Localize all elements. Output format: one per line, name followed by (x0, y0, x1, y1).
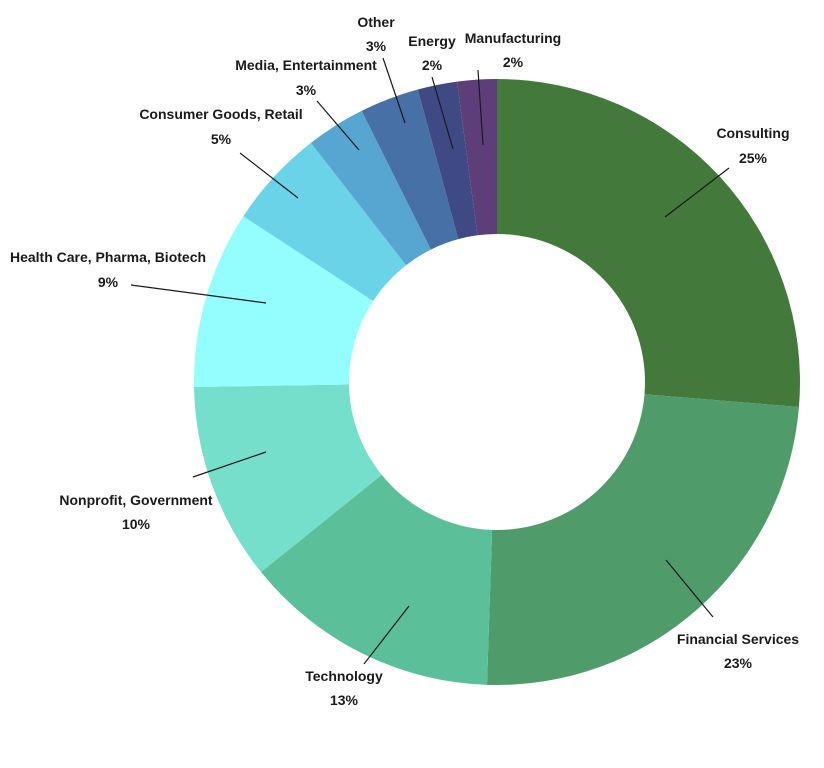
slice-labels: Consulting 25% Financial Services 23% Techno… (10, 14, 799, 708)
slice-label-energy: Energy (408, 33, 456, 49)
slice-energy (417, 81, 478, 240)
slice-label-financial-services: Financial Services (677, 631, 799, 647)
slice-label-technology: Technology (305, 668, 383, 684)
slice-other (361, 89, 459, 250)
slice-label-other: Other (357, 14, 395, 30)
leader-line-technology (363, 605, 410, 665)
slice-label-media-entertainment: Media, Entertainment (235, 57, 377, 73)
slice-consumer-goods-retail (243, 142, 407, 302)
leader-line-health-care-pharma-biotech (130, 284, 267, 304)
slice-financial-services (486, 394, 799, 685)
slice-value-consulting: 25% (739, 150, 768, 166)
leader-line-consulting (664, 167, 730, 218)
slice-label-consumer-goods-retail: Consumer Goods, Retail (139, 106, 302, 122)
slice-manufacturing (457, 79, 497, 236)
slice-label-nonprofit-government: Nonprofit, Government (59, 492, 213, 508)
slice-label-health-care-pharma-biotech: Health Care, Pharma, Biotech (10, 249, 206, 265)
slice-value-nonprofit-government: 10% (122, 516, 151, 532)
slice-value-financial-services: 23% (724, 655, 753, 671)
slice-value-technology: 13% (330, 692, 359, 708)
leader-line-media-entertainment (316, 100, 360, 151)
slice-media-entertainment (310, 110, 431, 266)
slice-value-manufacturing: 2% (503, 54, 524, 70)
leader-line-financial-services (665, 559, 714, 618)
slice-value-media-entertainment: 3% (296, 82, 317, 98)
leader-lines (130, 57, 730, 665)
slice-label-manufacturing: Manufacturing (465, 30, 561, 46)
slice-label-consulting: Consulting (716, 125, 789, 141)
leader-line-energy (431, 76, 454, 150)
slice-value-health-care-pharma-biotech: 9% (98, 274, 119, 290)
leader-line-consumer-goods-retail (239, 152, 299, 199)
slice-consulting (497, 79, 800, 408)
leader-line-other (382, 57, 406, 124)
donut-slices (193, 79, 800, 685)
slice-health-care-pharma-biotech (193, 216, 374, 388)
slice-value-energy: 2% (422, 57, 443, 73)
slice-value-other: 3% (366, 38, 387, 54)
slice-technology (261, 474, 493, 685)
leader-line-manufacturing (477, 69, 484, 146)
slice-value-consumer-goods-retail: 5% (211, 131, 232, 147)
slice-nonprofit-government (194, 384, 382, 573)
leader-line-nonprofit-government (192, 451, 267, 478)
